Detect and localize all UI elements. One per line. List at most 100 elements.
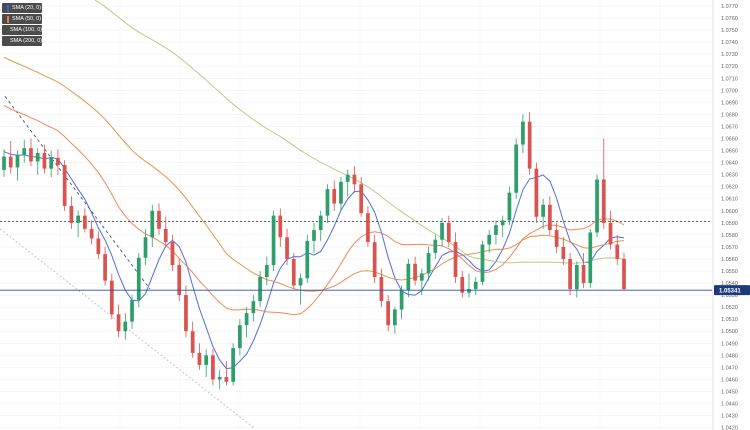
candle-body — [204, 355, 209, 365]
sma-50-swatch — [7, 15, 9, 23]
candle-body — [386, 301, 390, 326]
candle-body — [103, 254, 107, 281]
y-tick-label: 1.0430 — [721, 414, 738, 420]
candle-body — [305, 240, 310, 279]
candle-body — [372, 242, 377, 278]
candle-body — [406, 263, 411, 291]
y-tick-label: 1.0540 — [721, 281, 738, 287]
candle-body — [473, 281, 478, 290]
candle-body — [291, 258, 296, 286]
candle-body — [608, 222, 613, 245]
candle-body — [271, 215, 276, 265]
y-tick-label: 1.0470 — [721, 365, 738, 371]
candle-body — [238, 325, 242, 349]
sma-20-swatch — [7, 4, 9, 12]
legend-sma-100-label: SMA (100, 0) — [10, 27, 42, 33]
legend-sma-20[interactable]: SMA (20, 0) — [2, 3, 42, 13]
candle-body — [433, 239, 438, 253]
candle-body — [494, 225, 498, 235]
candle-body — [521, 121, 525, 145]
y-tick-label: 1.0650 — [721, 149, 738, 155]
y-tick-label: 1.0750 — [721, 28, 738, 34]
candle-body — [318, 215, 323, 231]
y-tick-label: 1.0420 — [721, 426, 738, 430]
candle-body — [339, 181, 343, 204]
candle-body — [29, 148, 33, 162]
candle-body — [116, 314, 121, 332]
candle-body — [217, 377, 222, 380]
y-tick-label: 1.0570 — [721, 245, 738, 251]
candle-body — [170, 242, 175, 265]
candle-body — [588, 232, 593, 284]
candle-body — [2, 156, 6, 170]
candle-body — [22, 148, 27, 156]
candle-body — [35, 152, 40, 162]
y-tick-label: 1.0720 — [721, 64, 738, 70]
candle-body — [123, 321, 128, 332]
y-tick-label: 1.0530 — [721, 293, 738, 299]
y-tick-label: 1.0440 — [721, 402, 738, 408]
y-tick-label: 1.0450 — [721, 389, 738, 395]
candle-body — [413, 263, 417, 281]
candle-body — [258, 277, 262, 302]
candle-body — [136, 257, 141, 300]
candle-body — [480, 244, 485, 282]
candle-body — [426, 252, 431, 274]
y-tick-label: 1.0770 — [721, 4, 738, 10]
candle-body — [244, 313, 249, 326]
legend-sma-200-label: SMA (200, 0) — [10, 38, 42, 44]
candle-body — [527, 121, 532, 169]
y-tick-label: 1.0670 — [721, 124, 738, 130]
candle-body — [143, 237, 148, 258]
candle-body — [487, 234, 492, 245]
candle-body — [49, 157, 54, 169]
legend-sma-100[interactable]: SMA (100, 0) — [2, 25, 42, 35]
candle-body — [446, 222, 451, 243]
candle-body — [332, 189, 337, 204]
candle-body — [42, 152, 47, 169]
legend-sma-50[interactable]: SMA (50, 0) — [2, 14, 42, 24]
current-price-tag — [714, 285, 750, 296]
candle-body — [379, 277, 384, 302]
y-tick-label: 1.0760 — [721, 16, 738, 22]
candle-body — [298, 278, 303, 286]
candle-body — [399, 290, 404, 310]
y-tick-label: 1.0710 — [721, 76, 738, 82]
y-tick-label: 1.0580 — [721, 233, 738, 239]
candle-body — [419, 273, 424, 281]
candle-body — [76, 215, 80, 223]
sma-100-line — [3, 56, 625, 292]
current-price-label: 1.05341 — [719, 289, 741, 295]
candle-body — [534, 168, 539, 217]
y-tick-label: 1.0660 — [721, 137, 738, 143]
candle-body — [163, 228, 168, 243]
candle-body — [69, 205, 74, 223]
trendline-upper — [4, 96, 151, 290]
candle-body — [197, 352, 202, 365]
candle-body — [615, 244, 620, 259]
candle-body — [460, 277, 465, 293]
y-tick-label: 1.0610 — [721, 197, 738, 203]
y-tick-label: 1.0730 — [721, 52, 738, 58]
candle-body — [264, 264, 269, 278]
candle-body — [8, 156, 13, 168]
candle-body — [285, 237, 289, 259]
candle-body — [393, 309, 397, 326]
candle-body — [96, 238, 101, 255]
candle-body — [157, 210, 161, 229]
candle-body — [15, 155, 20, 168]
y-tick-label: 1.0500 — [721, 329, 738, 335]
candle-body — [224, 377, 229, 382]
y-tick-label: 1.0560 — [721, 257, 738, 263]
y-tick-label: 1.0620 — [721, 185, 738, 191]
y-tick-label: 1.0630 — [721, 173, 738, 179]
candle-body — [500, 220, 505, 226]
candle-body — [62, 165, 67, 206]
candle-body — [581, 264, 586, 284]
candle-body — [109, 280, 114, 315]
y-tick-label: 1.0680 — [721, 112, 738, 118]
legend-sma-200[interactable]: SMA (200, 0) — [2, 36, 42, 46]
candle-body — [211, 355, 215, 380]
candle-body — [278, 215, 283, 238]
